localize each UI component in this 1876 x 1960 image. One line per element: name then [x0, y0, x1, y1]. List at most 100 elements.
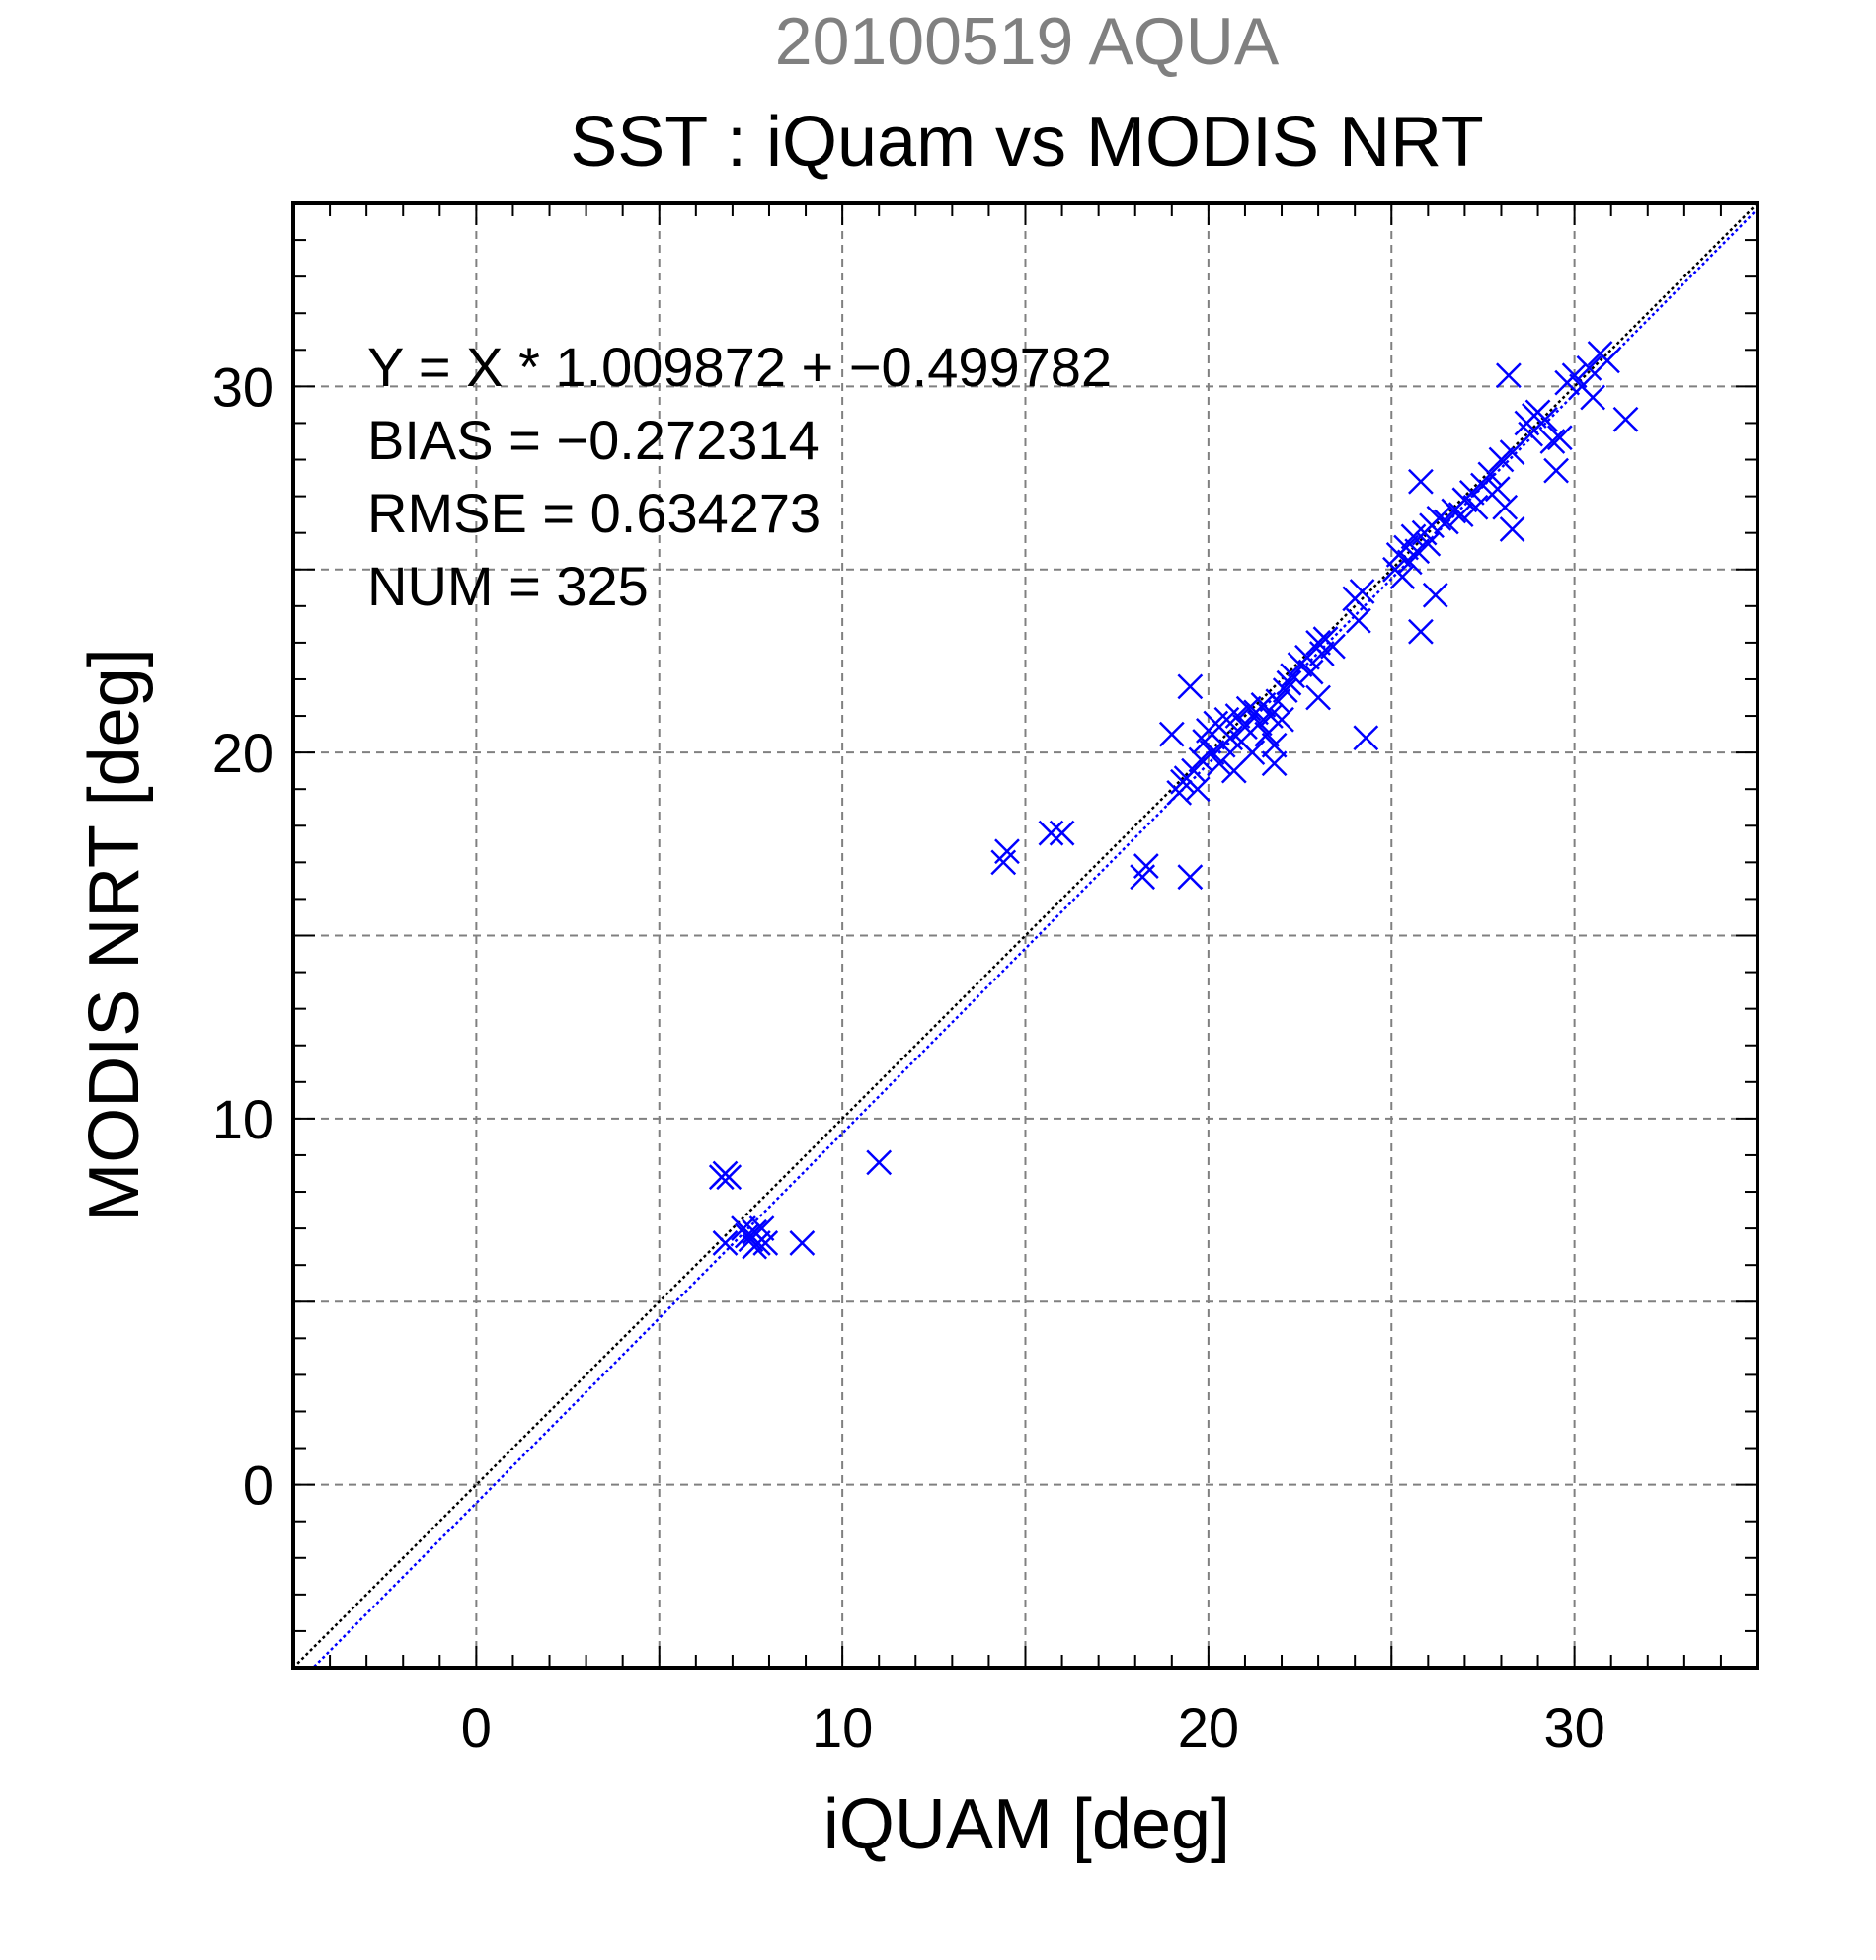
- grid-layer: [293, 203, 1758, 1668]
- data-point: [866, 1149, 893, 1176]
- data-point: [1239, 740, 1266, 766]
- data-point: [1199, 740, 1225, 766]
- data-point-stroke: [1433, 509, 1459, 535]
- data-point-stroke: [1272, 677, 1298, 703]
- y-tick-label: 10: [212, 1088, 274, 1150]
- data-point-stroke: [1576, 354, 1602, 381]
- data-point: [1158, 721, 1185, 747]
- data-point-stroke: [1389, 564, 1416, 590]
- data-point: [1492, 494, 1519, 520]
- data-point-stroke: [1261, 732, 1288, 758]
- stats-num: NUM = 325: [367, 555, 649, 617]
- y-axis-label: MODIS NRT [deg]: [75, 648, 154, 1222]
- data-point: [994, 838, 1020, 865]
- data-point-stroke: [1199, 740, 1225, 766]
- data-point: [1543, 457, 1569, 484]
- data-point-stroke: [1184, 776, 1211, 803]
- x-axis-label: iQUAM [deg]: [823, 1785, 1230, 1864]
- data-point-stroke: [1177, 864, 1204, 891]
- data-point: [1177, 864, 1204, 891]
- y-tick-label: 20: [212, 722, 274, 784]
- data-point: [1320, 633, 1346, 660]
- data-point: [1470, 472, 1496, 499]
- data-point: [1462, 494, 1489, 520]
- data-point: [1349, 579, 1375, 604]
- data-point-stroke: [1308, 641, 1335, 666]
- data-point-stroke: [1269, 706, 1294, 733]
- data-point-stroke: [1470, 472, 1496, 499]
- data-point: [1177, 673, 1204, 700]
- data-point: [1488, 446, 1515, 473]
- data-point-stroke: [1546, 425, 1573, 451]
- data-point-stroke: [712, 1230, 739, 1256]
- data-point: [1297, 659, 1324, 685]
- data-point-stroke: [1349, 579, 1375, 604]
- plot-frame: [291, 201, 1759, 1670]
- data-point-stroke: [1408, 618, 1434, 645]
- data-point: [1426, 505, 1452, 531]
- data-point-stroke: [1462, 494, 1489, 520]
- data-point-stroke: [1133, 853, 1159, 879]
- data-point: [1235, 695, 1262, 722]
- data-point: [1308, 641, 1335, 666]
- data-point-stroke: [1447, 502, 1474, 528]
- tick-labels-layer: 0 10 20 30 0 10 20 30: [212, 355, 1605, 1759]
- data-point-stroke: [1038, 820, 1064, 846]
- data-point: [752, 1230, 779, 1256]
- data-point-stroke: [1224, 703, 1251, 729]
- data-point-stroke: [1595, 348, 1620, 374]
- data-point-stroke: [1305, 684, 1331, 711]
- data-point: [1561, 362, 1588, 389]
- data-point-stroke: [1345, 607, 1371, 634]
- data-point-stroke: [716, 1164, 743, 1191]
- data-point-stroke: [1276, 669, 1302, 696]
- data-point-stroke: [1408, 468, 1434, 495]
- data-point-stroke: [1246, 710, 1273, 737]
- data-point-stroke: [1484, 476, 1511, 503]
- data-point-stroke: [1305, 630, 1331, 656]
- data-point-stroke: [1499, 516, 1525, 542]
- x-tick-label: 10: [812, 1696, 873, 1759]
- data-point: [1404, 538, 1431, 565]
- data-point: [1477, 461, 1504, 488]
- data-point-stroke: [731, 1215, 756, 1241]
- data-point: [1433, 509, 1459, 535]
- data-point-stroke: [752, 1230, 779, 1256]
- data-point-stroke: [1280, 663, 1306, 689]
- data-point-stroke: [1492, 494, 1519, 520]
- data-point-stroke: [994, 838, 1020, 865]
- stats-equation: Y = X * 1.009872 + −0.499782: [367, 336, 1112, 398]
- data-point: [1269, 706, 1294, 733]
- data-point: [1422, 582, 1448, 608]
- data-point: [1532, 406, 1558, 432]
- identity-line: [293, 203, 1758, 1668]
- data-point-stroke: [1258, 703, 1284, 729]
- data-point: [1133, 853, 1159, 879]
- data-point: [1353, 725, 1379, 751]
- stats-annotation: Y = X * 1.009872 + −0.499782 BIAS = −0.2…: [367, 336, 1112, 617]
- data-point: [1261, 732, 1288, 758]
- data-point: [1580, 384, 1606, 411]
- data-point-stroke: [1612, 406, 1639, 432]
- data-point-stroke: [1488, 446, 1515, 473]
- data-point-stroke: [1235, 695, 1262, 722]
- data-point: [1250, 692, 1277, 718]
- data-point-stroke: [1239, 740, 1266, 766]
- data-point-stroke: [1261, 750, 1288, 777]
- data-point: [1408, 468, 1434, 495]
- data-point-stroke: [1049, 820, 1075, 846]
- data-point: [1345, 607, 1371, 634]
- data-point-stroke: [1404, 538, 1431, 565]
- data-point: [1049, 820, 1075, 846]
- data-point-stroke: [1232, 714, 1258, 741]
- data-point: [1184, 776, 1211, 803]
- lines-layer: [293, 203, 1758, 1668]
- data-point: [1038, 820, 1064, 846]
- data-point: [1595, 348, 1620, 374]
- data-point-stroke: [1177, 673, 1204, 700]
- data-point: [1305, 684, 1331, 711]
- data-point: [1546, 425, 1573, 451]
- data-point-stroke: [1543, 457, 1569, 484]
